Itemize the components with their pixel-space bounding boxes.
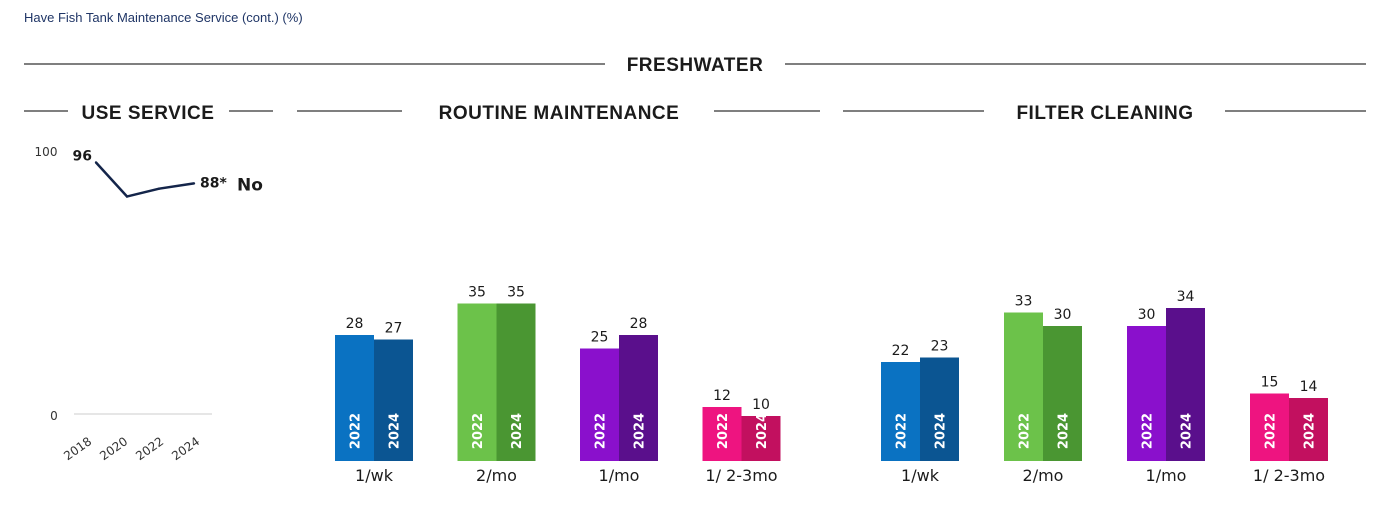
line-point [125,195,129,198]
y-tick-top: 100 [35,145,58,159]
bar-value-label: 30 [1054,307,1072,323]
bar [1289,398,1328,461]
bar-value-label: 34 [1177,289,1195,305]
bar [1043,326,1082,461]
line-data-label: 88* [200,175,227,191]
bar-value-label: 33 [1015,294,1033,310]
bar [496,303,536,461]
category-label: 1/wk [355,466,394,485]
bar-year-label: 2024 [633,413,648,449]
x-tick-label: 2018 [61,434,94,463]
line-point [157,187,161,190]
bar [741,416,781,461]
bar-value-label: 27 [385,321,403,337]
bar [1004,312,1043,461]
filter-cleaning-bar-chart: 22 2022 23 2024 1/wk 33 2022 30 2024 2/mo 30 2022 34… [881,289,1328,485]
bar [1250,393,1289,461]
line-point [192,182,196,185]
bar-year-label: 2024 [1303,413,1318,449]
category-label: 1/wk [901,466,940,485]
bar [619,335,658,461]
section-title: FRESHWATER [627,55,764,76]
bar-year-label: 2022 [1018,413,1033,449]
bar-year-label: 2024 [934,413,949,449]
bar-year-label: 2024 [1180,413,1195,449]
bar [580,348,619,461]
bar-year-label: 2024 [388,413,403,449]
bar-year-label: 2022 [471,413,486,449]
bar-year-label: 2024 [755,413,770,449]
line-data-label: 96 [73,148,92,164]
bar-value-label: 12 [713,388,731,404]
bar-value-label: 35 [468,285,486,301]
bar-value-label: 35 [507,285,525,301]
y-tick-bottom: 0 [50,409,58,423]
category-label: 1/mo [1146,466,1187,485]
bar-year-label: 2022 [1264,413,1279,449]
category-label: 1/ 2-3mo [705,466,777,485]
category-label: 2/mo [1023,466,1064,485]
use-service-title: USE SERVICE [82,103,215,124]
x-tick-label: 2020 [97,434,130,463]
bar-year-label: 2022 [716,413,731,449]
x-tick-label: 2024 [169,434,202,463]
bar [335,335,374,461]
bar [374,339,413,461]
bar-value-label: 25 [591,330,609,346]
bar-value-label: 10 [752,397,770,413]
category-label: 2/mo [476,466,517,485]
bar [702,407,742,461]
bar [457,303,497,461]
routine-maintenance-title: ROUTINE MAINTENANCE [439,103,680,124]
bar-year-label: 2024 [510,413,525,449]
category-label: 1/mo [599,466,640,485]
bar [1166,308,1205,461]
routine-maintenance-bar-chart: 28 2022 27 2024 1/wk 35 2022 35 2024 2/mo 25 2022 28… [335,285,781,485]
bar-value-label: 28 [630,316,648,332]
category-label: 1/ 2-3mo [1253,466,1325,485]
bar-year-label: 2024 [1057,413,1072,449]
bar [920,357,959,461]
page-title: Have Fish Tank Maintenance Service (cont… [24,10,303,25]
bar-value-label: 15 [1261,375,1279,391]
x-tick-label: 2022 [133,434,166,463]
line-point [94,161,98,164]
use-service-line-chart: 100 0 96 88* No 2018 2020 2022 2024 [35,145,263,463]
series-line-no [95,161,195,198]
bar-year-label: 2022 [1141,413,1156,449]
bar-value-label: 28 [346,316,364,332]
series-label-no: No [237,175,263,195]
bar [881,362,920,461]
bar-year-label: 2022 [895,413,910,449]
bar-value-label: 14 [1300,379,1318,395]
bar-value-label: 23 [931,339,949,355]
bar-value-label: 30 [1138,307,1156,323]
bar-year-label: 2022 [594,413,609,449]
bar-value-label: 22 [892,343,910,359]
filter-cleaning-title: FILTER CLEANING [1016,103,1193,124]
bar-year-label: 2022 [349,413,364,449]
bar [1127,326,1166,461]
